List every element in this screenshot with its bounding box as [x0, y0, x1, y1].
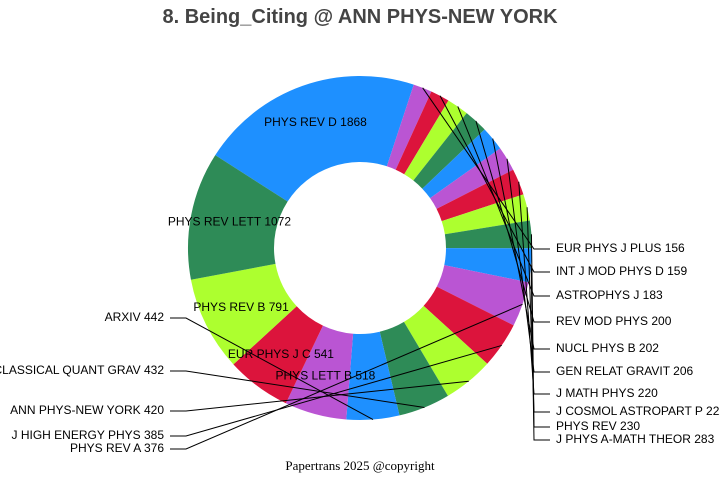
leader-line: [530, 234, 550, 428]
leader-line: [170, 317, 374, 420]
slice-label: NUCL PHYS B 202: [556, 341, 659, 355]
slice-label: PHYS REV 230: [556, 419, 640, 433]
slice: [403, 305, 488, 396]
slice: [395, 91, 449, 175]
slice-label: GEN RELAT GRAVIT 206: [556, 364, 693, 378]
slice: [413, 113, 485, 189]
copyright-footer: Papertrans 2025 @copyright: [285, 458, 435, 473]
leader-line: [530, 265, 550, 441]
slice: [430, 148, 514, 209]
slice: [422, 129, 501, 199]
slice-label: CLASSICAL QUANT GRAV 432: [0, 363, 164, 377]
leader-line: [422, 87, 550, 250]
slice: [441, 194, 530, 235]
slice: [444, 248, 532, 283]
slice: [215, 75, 414, 202]
chart-title: 8. Being_Citing @ ANN PHYS-NEW YORK: [162, 6, 558, 28]
slice: [187, 155, 288, 280]
leader-line: [170, 370, 425, 408]
slice-label: ANN PHYS-NEW YORK 420: [10, 403, 164, 417]
slice: [386, 84, 432, 170]
slice-label: J PHYS A-MATH THEOR 283: [556, 432, 715, 446]
leader-line: [170, 303, 523, 450]
slice-label: PHYS LETT B 518: [276, 369, 376, 383]
slice: [423, 286, 514, 364]
slices: [187, 75, 532, 420]
slice-label: PHYS REV A 376: [70, 441, 164, 455]
leader-line: [492, 138, 550, 350]
slice-label: INT J MOD PHYS D 159: [556, 264, 687, 278]
slice-label: J HIGH ENERGY PHYS 385: [12, 428, 165, 442]
slice: [285, 325, 354, 420]
leader-line: [170, 380, 469, 412]
leader-line: [506, 158, 550, 373]
slice: [233, 306, 323, 404]
leader-line: [457, 106, 550, 297]
slice-label: EUR PHYS J PLUS 156: [556, 241, 685, 255]
slice-label: PHYS REV LETT 1072: [168, 215, 291, 229]
slice-label: J COSMOL ASTROPART P 222: [556, 404, 720, 418]
leader-line: [439, 95, 550, 273]
leader-line: [475, 120, 550, 323]
slice-label: ARXIV 442: [105, 310, 165, 324]
slice-label: EUR PHYS J C 541: [228, 347, 334, 361]
slice-label: PHYS REV D 1868: [264, 115, 367, 129]
slice-label: J MATH PHYS 220: [556, 386, 658, 400]
slice-label: REV MOD PHYS 200: [556, 314, 672, 328]
slice-label: PHYS REV B 791: [193, 300, 289, 314]
slice: [379, 321, 448, 416]
slice-label: ASTROPHYS J 183: [556, 288, 663, 302]
labels: PHYS REV D 1868 EUR PHYS J PLUS 156 INT J …: [0, 87, 720, 455]
leader-line: [170, 344, 502, 437]
slice: [436, 265, 529, 326]
slice: [404, 100, 467, 181]
slice: [190, 263, 297, 365]
